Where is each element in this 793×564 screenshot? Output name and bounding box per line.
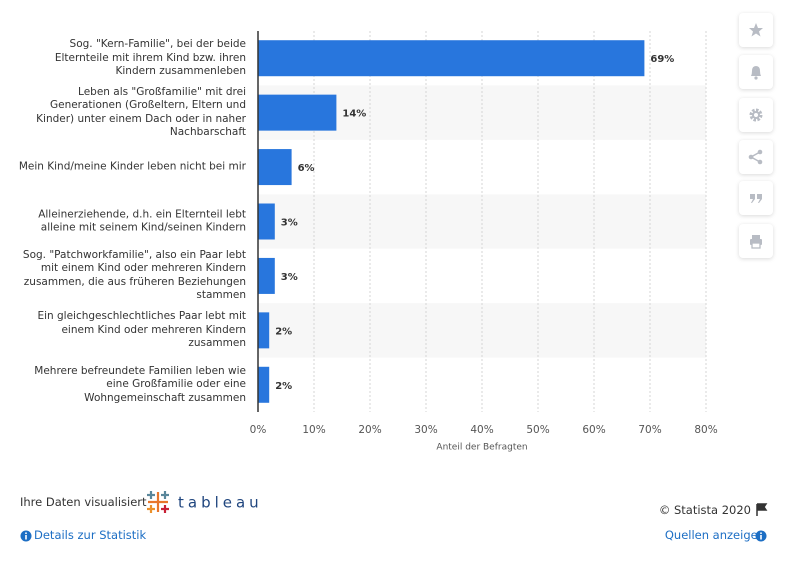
bar — [258, 312, 270, 349]
details-link[interactable]: Details zur Statistik — [34, 528, 147, 542]
x-tick-label: 50% — [526, 424, 549, 436]
bar — [258, 94, 337, 131]
x-tick-label: 30% — [414, 424, 437, 436]
x-tick-label: 20% — [358, 424, 381, 436]
alert-button[interactable] — [739, 55, 773, 89]
x-tick-label: 60% — [582, 424, 605, 436]
x-tick-label: 80% — [694, 424, 717, 436]
sources-link[interactable]: Quellen anzeigen — [664, 528, 765, 542]
bar — [258, 203, 275, 240]
category-label: Mein Kind/meine Kinder leben nicht bei m… — [18, 160, 246, 173]
x-axis-title: Anteil der Befragten — [436, 443, 527, 453]
category-label: Sog. "Kern-Familie", bei der beide Elter… — [54, 37, 246, 77]
tableau-text: tableau — [178, 494, 263, 512]
value-label: 3% — [281, 218, 298, 229]
tableau-logo[interactable]: tableau — [146, 489, 266, 519]
visualized-text: Ihre Daten visualisiert — [20, 495, 147, 509]
settings-button[interactable] — [739, 98, 773, 132]
bar — [258, 257, 275, 294]
favorite-button[interactable] — [739, 13, 773, 47]
category-label: Ein gleichgeschlechtliches Paar lebt mit… — [37, 310, 246, 350]
copyright: © Statista 2020 — [658, 503, 751, 517]
flag-icon — [756, 503, 768, 516]
value-label: 6% — [298, 163, 315, 174]
category-label: Leben als "Großfamilie" mit drei Generat… — [36, 85, 246, 139]
x-tick-label: 10% — [302, 424, 325, 436]
value-label: 2% — [275, 381, 292, 392]
bar — [258, 366, 270, 403]
category-label: Mehrere befreundete Familien leben wie e… — [34, 364, 246, 404]
value-label: 2% — [275, 326, 292, 337]
info-icon — [755, 530, 767, 542]
category-label: Alleinerziehende, d.h. ein Elternteil le… — [38, 208, 246, 234]
bar — [258, 149, 292, 186]
value-label: 69% — [650, 54, 674, 65]
x-tick-label: 40% — [470, 424, 493, 436]
x-tick-label: 70% — [638, 424, 661, 436]
x-tick-label: 0% — [250, 424, 267, 436]
cite-button[interactable] — [739, 181, 773, 215]
info-icon — [20, 530, 32, 542]
category-label: Sog. "Patchworkfamilie", also ein Paar l… — [22, 248, 246, 302]
bar — [258, 40, 645, 77]
print-button[interactable] — [739, 224, 773, 258]
share-button[interactable] — [739, 140, 773, 174]
value-label: 3% — [281, 272, 298, 283]
value-label: 14% — [342, 109, 366, 120]
